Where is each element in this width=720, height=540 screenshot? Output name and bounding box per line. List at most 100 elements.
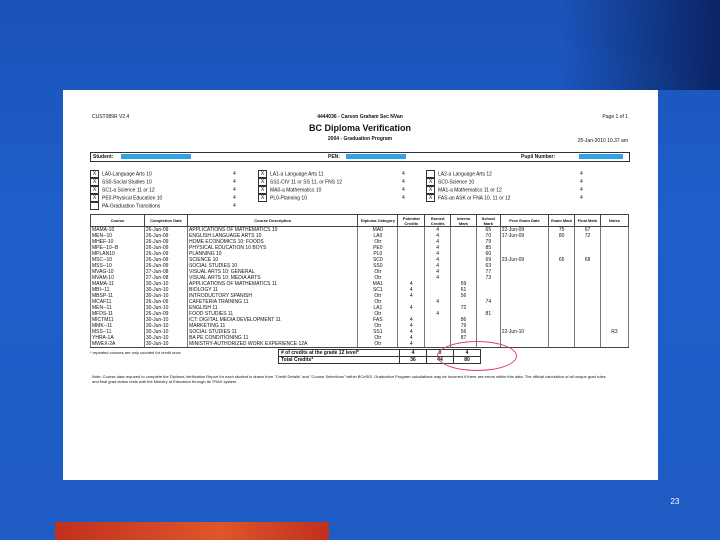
table-cell: [450, 226, 477, 233]
requirement-label: PA-Graduation Transitions: [102, 203, 161, 210]
requirement-checkbox: [90, 202, 99, 210]
table-cell: [424, 293, 452, 299]
table-cell: 30-Jun-10: [143, 305, 189, 311]
table-cell: [424, 317, 452, 323]
requirement-checkbox: X: [90, 170, 99, 178]
requirement-label: SC0-Science 10: [438, 179, 475, 186]
table-cell: [397, 239, 426, 245]
table-cell: [599, 275, 630, 281]
requirement-item: X MA0-a Mathematics 10: [258, 186, 321, 194]
table-cell: 26-Jun-09: [143, 251, 189, 257]
table-cell: [397, 269, 426, 275]
requirement-credits: 4: [402, 195, 405, 201]
table-row: MPLAN10 26-Jun-09 PLANNING 10 PL0 4 60: [90, 251, 630, 257]
school-line: 4444036 - Carson Graham Sec NVan: [317, 114, 403, 120]
table-cell: 4: [424, 263, 452, 269]
table-cell: 26-Jun-09: [143, 311, 189, 317]
grade12-label: # of credits at the grade 12 level*: [278, 349, 400, 357]
table-cell: [599, 317, 630, 323]
table-cell: 4: [424, 239, 452, 245]
requirement-label: FAS-an ASK or FNA 10, 11 or 12: [438, 195, 511, 202]
requirement-credits: 4: [402, 179, 405, 185]
table-cell: [397, 275, 426, 281]
table-cell: 27-Jun-08: [143, 269, 189, 275]
table-cell: 4: [424, 275, 452, 281]
table-cell: [397, 299, 426, 305]
column-header: Interim Mark: [450, 214, 477, 227]
column-header: Earned Credits: [424, 214, 452, 227]
table-row: MEN--11 30-Jun-10 ENGLISH 11 LA1 4 72: [90, 305, 630, 311]
courses-table: Course Completion Date Course Description D…: [90, 214, 630, 348]
table-cell: Otr: [357, 341, 399, 348]
table-cell: [424, 305, 452, 311]
table-cell: 4: [397, 305, 426, 311]
student-label: Student:: [93, 154, 114, 160]
table-row: MAMA-10 26-Jun-09 APPLICATIONS OF MATHEMAT…: [90, 226, 630, 233]
table-cell: [599, 299, 630, 305]
requirement-item: X LA0-Language Arts 10: [90, 170, 152, 178]
table-cell: [599, 305, 630, 311]
table-cell: BIOLOGY 11: [187, 287, 359, 293]
requirement-credits: 4: [580, 179, 583, 185]
pen-redaction: [346, 154, 406, 159]
table-cell: [397, 233, 426, 239]
table-cell: [574, 341, 601, 348]
table-cell: 30-Jun-10: [143, 287, 189, 293]
requirement-item: X SC1-a Science 11 or 12: [90, 186, 155, 194]
table-cell: 26-Jun-09: [143, 239, 189, 245]
table-cell: VISUAL ARTS 10: GENERAL: [187, 269, 359, 275]
total-label: Total Credits*: [278, 356, 400, 364]
table-cell: 30-Jun-10: [143, 329, 189, 335]
table-row: MEN--10 26-Jun-09 ENGLISH LANGUAGE ARTS 10…: [90, 233, 630, 239]
student-redaction: [121, 154, 191, 159]
report-date: 25-Jan-2010 10.37 am: [577, 138, 628, 144]
requirement-label: MA1-a Mathematics 11 or 12: [438, 187, 502, 194]
requirement-credits: 4: [233, 179, 236, 185]
table-cell: ENGLISH 11: [187, 305, 359, 311]
table-row: MBSP-11 30-Jun-10 INTRODUCTORY SPANISH Otr 4…: [90, 293, 630, 299]
table-cell: 4: [397, 329, 426, 335]
table-row: YHRA-1A 30-Jun-10 BA PE CONDITIONING 11 Otr…: [90, 335, 630, 341]
table-cell: 69: [450, 281, 477, 287]
requirement-credits: 4: [233, 187, 236, 193]
requirement-item: X PE0-Physical Education 10: [90, 194, 162, 202]
table-cell: PHYSICAL EDUCATION 10 BOYS: [187, 245, 359, 251]
table-cell: 30-Jun-10: [143, 335, 189, 341]
table-cell: 26-Jun-09: [143, 226, 189, 233]
table-cell: [450, 245, 477, 251]
requirement-item: X PL0-Planning 10: [258, 194, 307, 202]
table-cell: 61: [450, 287, 477, 293]
requirement-credits: 4: [233, 171, 236, 177]
table-cell: 27-Jun-08: [143, 275, 189, 281]
table-cell: [424, 323, 452, 329]
table-cell: 4: [397, 335, 426, 341]
requirement-credits: 4: [580, 187, 583, 193]
requirement-item: PA-Graduation Transitions: [90, 202, 160, 210]
table-cell: [424, 329, 452, 335]
table-row: MSS--11 30-Jun-10 SOCIAL STUDIES 11 SS1 4 56 2…: [90, 329, 630, 335]
table-cell: [599, 281, 630, 287]
table-cell: [599, 293, 630, 299]
table-cell: [450, 299, 477, 305]
table-cell: [397, 226, 426, 233]
requirement-credits: 4: [580, 171, 583, 177]
requirement-item: X SC0-Science 10: [426, 178, 474, 186]
table-cell: 4: [424, 233, 452, 239]
highlight-circle: [437, 341, 517, 371]
table-cell: MARKETING 11: [187, 323, 359, 329]
table-row: MAMA-11 30-Jun-10 APPLICATIONS OF MATHEMAT…: [90, 281, 630, 287]
requirement-checkbox: X: [258, 178, 267, 186]
table-row: MMK--11 30-Jun-10 MARKETING 11 Otr 4 79: [90, 323, 630, 329]
column-header: Course: [90, 214, 145, 227]
requirement-label: LA0-Language Arts 10: [102, 171, 152, 178]
background-shade: [560, 0, 720, 90]
table-cell: [450, 239, 477, 245]
table-cell: BA PE CONDITIONING 11: [187, 335, 359, 341]
requirement-label: SC1-a Science 11 or 12: [102, 187, 155, 194]
table-cell: 56: [450, 329, 477, 335]
requirement-checkbox: X: [426, 178, 435, 186]
table-cell: CAFETERIA TRAINING 11: [187, 299, 359, 305]
table-cell: SCIENCE 10: [187, 257, 359, 263]
column-header: Course Description: [187, 214, 359, 227]
table-cell: 30-Jun-10: [143, 317, 189, 323]
